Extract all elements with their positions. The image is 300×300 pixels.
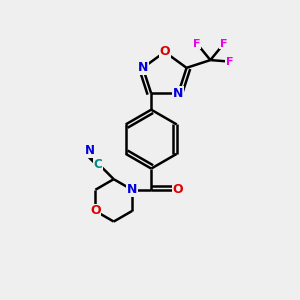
Text: N: N xyxy=(85,144,95,157)
Text: C: C xyxy=(94,158,103,171)
Text: F: F xyxy=(194,39,201,49)
Text: O: O xyxy=(159,45,170,58)
Text: F: F xyxy=(220,39,227,49)
Text: O: O xyxy=(172,183,183,196)
Text: N: N xyxy=(127,183,137,196)
Text: F: F xyxy=(226,57,233,67)
Text: N: N xyxy=(173,87,183,100)
Text: O: O xyxy=(90,205,101,218)
Text: N: N xyxy=(138,61,148,74)
